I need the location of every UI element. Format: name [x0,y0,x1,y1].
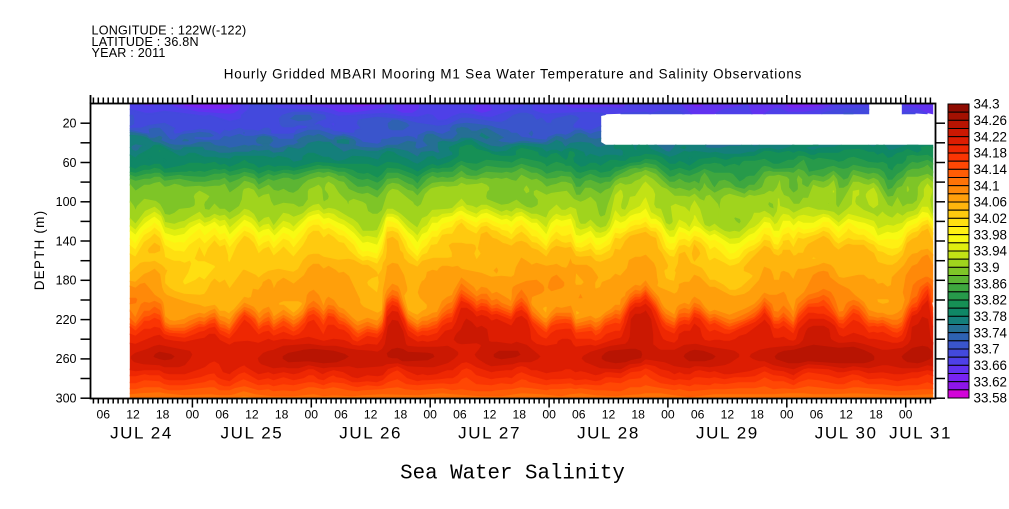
svg-text:100: 100 [56,195,77,209]
svg-text:06: 06 [97,408,111,422]
svg-text:00: 00 [780,408,794,422]
svg-text:33.74: 33.74 [974,325,1008,340]
svg-text:06: 06 [810,408,824,422]
svg-text:06: 06 [691,408,705,422]
svg-text:12: 12 [245,408,259,422]
svg-text:34.02: 34.02 [974,211,1008,226]
svg-text:34.1: 34.1 [974,178,1000,193]
svg-text:33.98: 33.98 [974,227,1008,242]
svg-text:33.62: 33.62 [974,374,1008,389]
svg-text:00: 00 [661,408,675,422]
svg-text:60: 60 [63,156,77,170]
svg-text:12: 12 [364,408,378,422]
svg-text:YEAR : 2011: YEAR : 2011 [92,46,166,60]
svg-text:00: 00 [305,408,319,422]
svg-text:DEPTH (m): DEPTH (m) [32,210,47,291]
svg-text:JUL 29: JUL 29 [696,423,759,442]
svg-text:12: 12 [602,408,616,422]
svg-text:180: 180 [56,274,77,288]
svg-text:34.06: 34.06 [974,195,1008,210]
svg-text:12: 12 [483,408,497,422]
svg-text:JUL 24: JUL 24 [110,423,173,442]
svg-text:300: 300 [56,392,77,406]
svg-text:18: 18 [631,408,645,422]
svg-text:18: 18 [869,408,883,422]
svg-text:33.82: 33.82 [974,293,1008,308]
svg-text:JUL 28: JUL 28 [577,423,640,442]
svg-text:140: 140 [56,234,77,248]
svg-text:18: 18 [394,408,408,422]
svg-text:00: 00 [899,408,913,422]
svg-text:JUL 27: JUL 27 [458,423,521,442]
svg-text:JUL 25: JUL 25 [220,423,283,442]
svg-text:33.86: 33.86 [974,276,1008,291]
svg-text:33.94: 33.94 [974,244,1008,259]
svg-text:18: 18 [750,408,764,422]
svg-text:34.3: 34.3 [974,97,1000,112]
svg-text:33.78: 33.78 [974,309,1008,324]
svg-text:06: 06 [572,408,586,422]
svg-text:00: 00 [423,408,437,422]
svg-text:JUL 30: JUL 30 [815,423,878,442]
svg-text:JUL 31: JUL 31 [889,423,952,442]
svg-text:34.14: 34.14 [974,162,1008,177]
svg-text:33.58: 33.58 [974,391,1008,406]
svg-text:20: 20 [63,117,77,131]
svg-text:34.26: 34.26 [974,113,1008,128]
svg-text:18: 18 [275,408,289,422]
svg-text:34.22: 34.22 [974,129,1008,144]
svg-text:06: 06 [334,408,348,422]
svg-text:00: 00 [542,408,556,422]
svg-text:33.66: 33.66 [974,358,1008,373]
svg-text:12: 12 [721,408,735,422]
svg-text:06: 06 [453,408,467,422]
svg-text:33.9: 33.9 [974,260,1000,275]
svg-text:Sea Water Salinity: Sea Water Salinity [400,463,625,486]
svg-text:00: 00 [186,408,200,422]
svg-text:220: 220 [56,313,77,327]
svg-text:260: 260 [56,352,77,366]
svg-text:JUL 26: JUL 26 [339,423,402,442]
svg-text:06: 06 [215,408,229,422]
svg-text:34.18: 34.18 [974,146,1008,161]
svg-text:18: 18 [513,408,527,422]
svg-text:Hourly Gridded MBARI Mooring M: Hourly Gridded MBARI Mooring M1 Sea Wate… [224,66,802,81]
svg-text:12: 12 [126,408,140,422]
svg-text:18: 18 [156,408,170,422]
svg-text:LATITUDE : 36.8N: LATITUDE : 36.8N [92,35,199,49]
svg-text:12: 12 [839,408,853,422]
svg-text:33.7: 33.7 [974,342,1000,357]
svg-text:LONGITUDE : 122W(-122): LONGITUDE : 122W(-122) [92,24,247,38]
